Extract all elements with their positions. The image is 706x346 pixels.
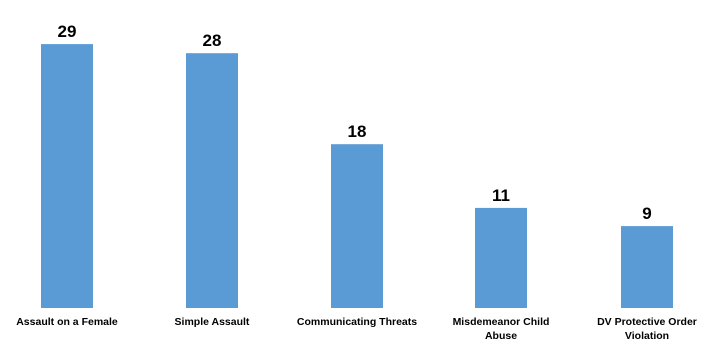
category-label-assault-on-a-female: Assault on a Female — [16, 316, 118, 328]
bar-communicating-threats — [331, 144, 383, 308]
category-label-dv-protective-order-violation-line-1: DV Protective Order — [597, 316, 697, 328]
category-label-misdemeanor-child-abuse-line-1: Misdemeanor Child — [453, 316, 550, 328]
category-label-misdemeanor-child-abuse-line-2: Abuse — [485, 330, 517, 342]
category-label-communicating-threats: Communicating Threats — [297, 316, 417, 328]
category-label-dv-protective-order-violation-line-2: Violation — [625, 330, 669, 342]
value-label-misdemeanor-child-abuse: 11 — [492, 186, 510, 205]
value-label-simple-assault: 28 — [203, 31, 222, 50]
bars-group — [41, 44, 673, 309]
category-label-simple-assault: Simple Assault — [175, 316, 250, 328]
value-labels-group: 29 28 18 11 9 — [58, 22, 652, 223]
bar-misdemeanor-child-abuse — [475, 207, 527, 308]
bar-assault-on-a-female — [41, 44, 93, 308]
category-labels-group: Assault on a Female Simple Assault Communi… — [16, 316, 697, 342]
value-label-communicating-threats: 18 — [348, 122, 367, 141]
bar-dv-protective-order-violation — [621, 226, 673, 308]
value-label-dv-protective-order-violation: 9 — [642, 204, 651, 223]
bar-simple-assault — [186, 53, 238, 309]
value-label-assault-on-a-female: 29 — [58, 22, 77, 41]
